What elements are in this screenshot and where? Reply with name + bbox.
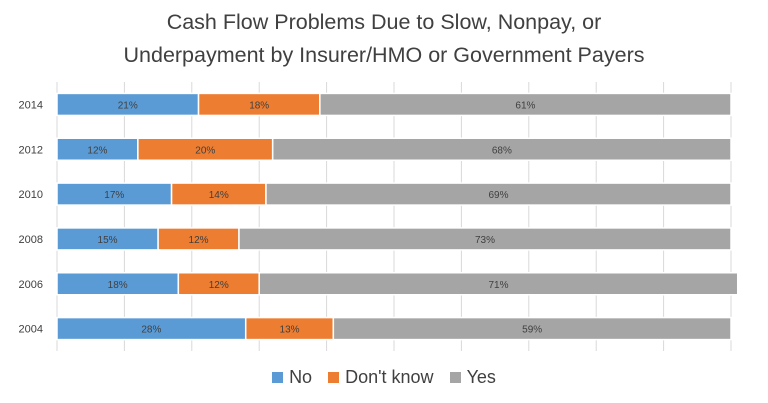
category-label-2014: 2014 bbox=[19, 99, 43, 111]
data-label-yes-2004: 59% bbox=[522, 325, 542, 336]
data-label-no-2008: 15% bbox=[98, 235, 118, 246]
chart-title-line-2: Underpayment by Insurer/HMO or Governmen… bbox=[123, 43, 645, 67]
legend-item-dont-know: Don't know bbox=[328, 367, 434, 388]
legend-swatch-no bbox=[272, 372, 284, 383]
bar-segment-yes-2006 bbox=[258, 272, 739, 296]
bar-segment-yes-2014 bbox=[319, 92, 732, 117]
category-label-2010: 2010 bbox=[19, 189, 43, 201]
bar-segment-yes-2004 bbox=[332, 316, 732, 341]
data-label-yes-2010: 69% bbox=[488, 190, 508, 201]
legend-swatch-dont-know bbox=[328, 372, 340, 383]
legend-swatch-yes bbox=[449, 372, 461, 383]
legend-label-yes: Yes bbox=[466, 367, 496, 387]
bar-segment-yes-2010 bbox=[265, 182, 732, 206]
legend-label-no: No bbox=[289, 367, 313, 387]
legend-item-yes: Yes bbox=[449, 367, 496, 388]
data-label-yes-2012: 68% bbox=[492, 145, 512, 156]
data-label-yes-2006: 71% bbox=[488, 280, 508, 291]
data-label-don-t-know-2010: 14% bbox=[209, 190, 229, 201]
data-label-yes-2008: 73% bbox=[475, 235, 495, 246]
data-label-don-t-know-2012: 20% bbox=[195, 145, 215, 156]
legend-label-dont-know: Don't know bbox=[345, 367, 434, 387]
category-label-2006: 2006 bbox=[19, 279, 43, 291]
data-label-don-t-know-2006: 12% bbox=[209, 280, 229, 291]
data-label-no-2010: 17% bbox=[104, 190, 124, 201]
data-label-no-2004: 28% bbox=[141, 325, 161, 336]
data-label-no-2012: 12% bbox=[87, 145, 107, 156]
category-label-2008: 2008 bbox=[19, 234, 43, 246]
chart-legend: No Don't know Yes bbox=[0, 367, 768, 388]
chart-title-line-1: Cash Flow Problems Due to Slow, Nonpay, … bbox=[166, 10, 602, 34]
category-label-2012: 2012 bbox=[19, 144, 43, 156]
category-label-2004: 2004 bbox=[19, 324, 43, 336]
data-label-no-2014: 21% bbox=[118, 100, 138, 111]
data-label-yes-2014: 61% bbox=[515, 100, 535, 111]
chart-title: Cash Flow Problems Due to Slow, Nonpay, … bbox=[0, 6, 768, 72]
data-label-no-2006: 18% bbox=[108, 280, 128, 291]
data-label-don-t-know-2008: 12% bbox=[189, 235, 209, 246]
bar-segment-yes-2012 bbox=[271, 137, 732, 161]
data-label-don-t-know-2014: 18% bbox=[249, 100, 269, 111]
data-label-don-t-know-2004: 13% bbox=[280, 325, 300, 336]
legend-item-no: No bbox=[272, 367, 312, 388]
bar-segment-yes-2008 bbox=[238, 227, 732, 251]
